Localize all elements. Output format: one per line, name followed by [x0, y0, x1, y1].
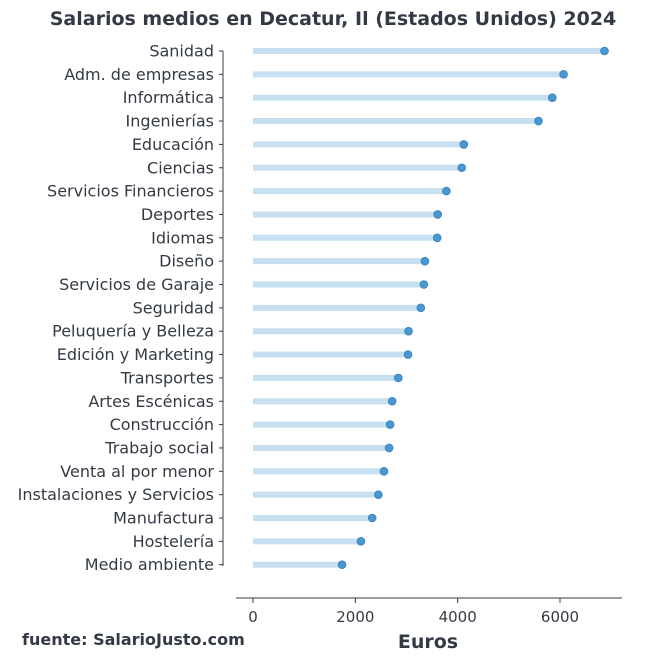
category-label: Servicios de Garaje	[59, 275, 214, 294]
category-labels: Sanidad Adm. de empresas Informática Ingeni…	[18, 42, 223, 574]
data-point	[404, 326, 413, 336]
category-label: Transportes	[120, 368, 214, 387]
x-axis-title: Euros	[398, 631, 458, 653]
category-label: Servicios Financieros	[47, 182, 214, 201]
data-point	[457, 163, 467, 173]
category-label: Venta al por menor	[60, 462, 214, 481]
category-label: Ciencias	[147, 158, 214, 177]
data-point	[420, 256, 430, 266]
category-label: Ingenierías	[126, 112, 214, 131]
data-point	[403, 350, 413, 359]
data-point	[367, 513, 377, 523]
data-point	[416, 303, 426, 313]
x-tick-label: 4000	[439, 608, 477, 626]
x-ticks: 0 2000 4000 6000	[248, 598, 579, 626]
category-label: Medio ambiente	[85, 555, 214, 574]
category-label: Edición y Marketing	[57, 345, 214, 364]
category-label: Informática	[123, 88, 214, 107]
data-point	[387, 396, 397, 406]
category-label: Deportes	[141, 205, 214, 224]
data-point	[419, 280, 429, 289]
data-point	[559, 70, 568, 79]
chart-title: Salarios medios en Decatur, Il (Estados …	[50, 8, 617, 30]
category-label: Trabajo social	[104, 438, 214, 457]
data-point	[600, 46, 609, 56]
category-label: Hostelería	[133, 532, 214, 551]
data-point	[432, 233, 442, 243]
category-label: Adm. de empresas	[64, 65, 214, 84]
data-point	[356, 537, 366, 546]
x-tick-label: 0	[248, 608, 258, 626]
data-point	[379, 467, 389, 476]
x-tick-label: 2000	[336, 608, 374, 626]
data-point	[459, 140, 469, 149]
category-label: Seguridad	[133, 298, 214, 317]
category-label: Peluquería y Belleza	[52, 322, 214, 341]
x-tick-label: 6000	[541, 608, 579, 626]
source-note: fuente: SalarioJusto.com	[22, 630, 245, 649]
category-label: Idiomas	[151, 228, 214, 247]
data-point	[384, 443, 394, 453]
data-point	[337, 560, 347, 570]
data-point	[534, 116, 543, 126]
stems-layer	[253, 48, 605, 568]
data-point	[385, 420, 395, 429]
data-point	[548, 93, 557, 102]
category-label: Manufactura	[113, 509, 214, 528]
data-point	[394, 373, 403, 383]
category-label: Instalaciones y Servicios	[18, 485, 214, 504]
category-label: Diseño	[159, 252, 214, 271]
data-point	[374, 490, 383, 499]
category-label: Sanidad	[149, 42, 214, 61]
category-label: Artes Escénicas	[88, 392, 214, 411]
data-point	[433, 210, 443, 219]
dots-layer	[337, 46, 609, 570]
category-label: Educación	[132, 135, 214, 154]
category-label: Construcción	[110, 415, 214, 434]
data-point	[442, 186, 451, 196]
